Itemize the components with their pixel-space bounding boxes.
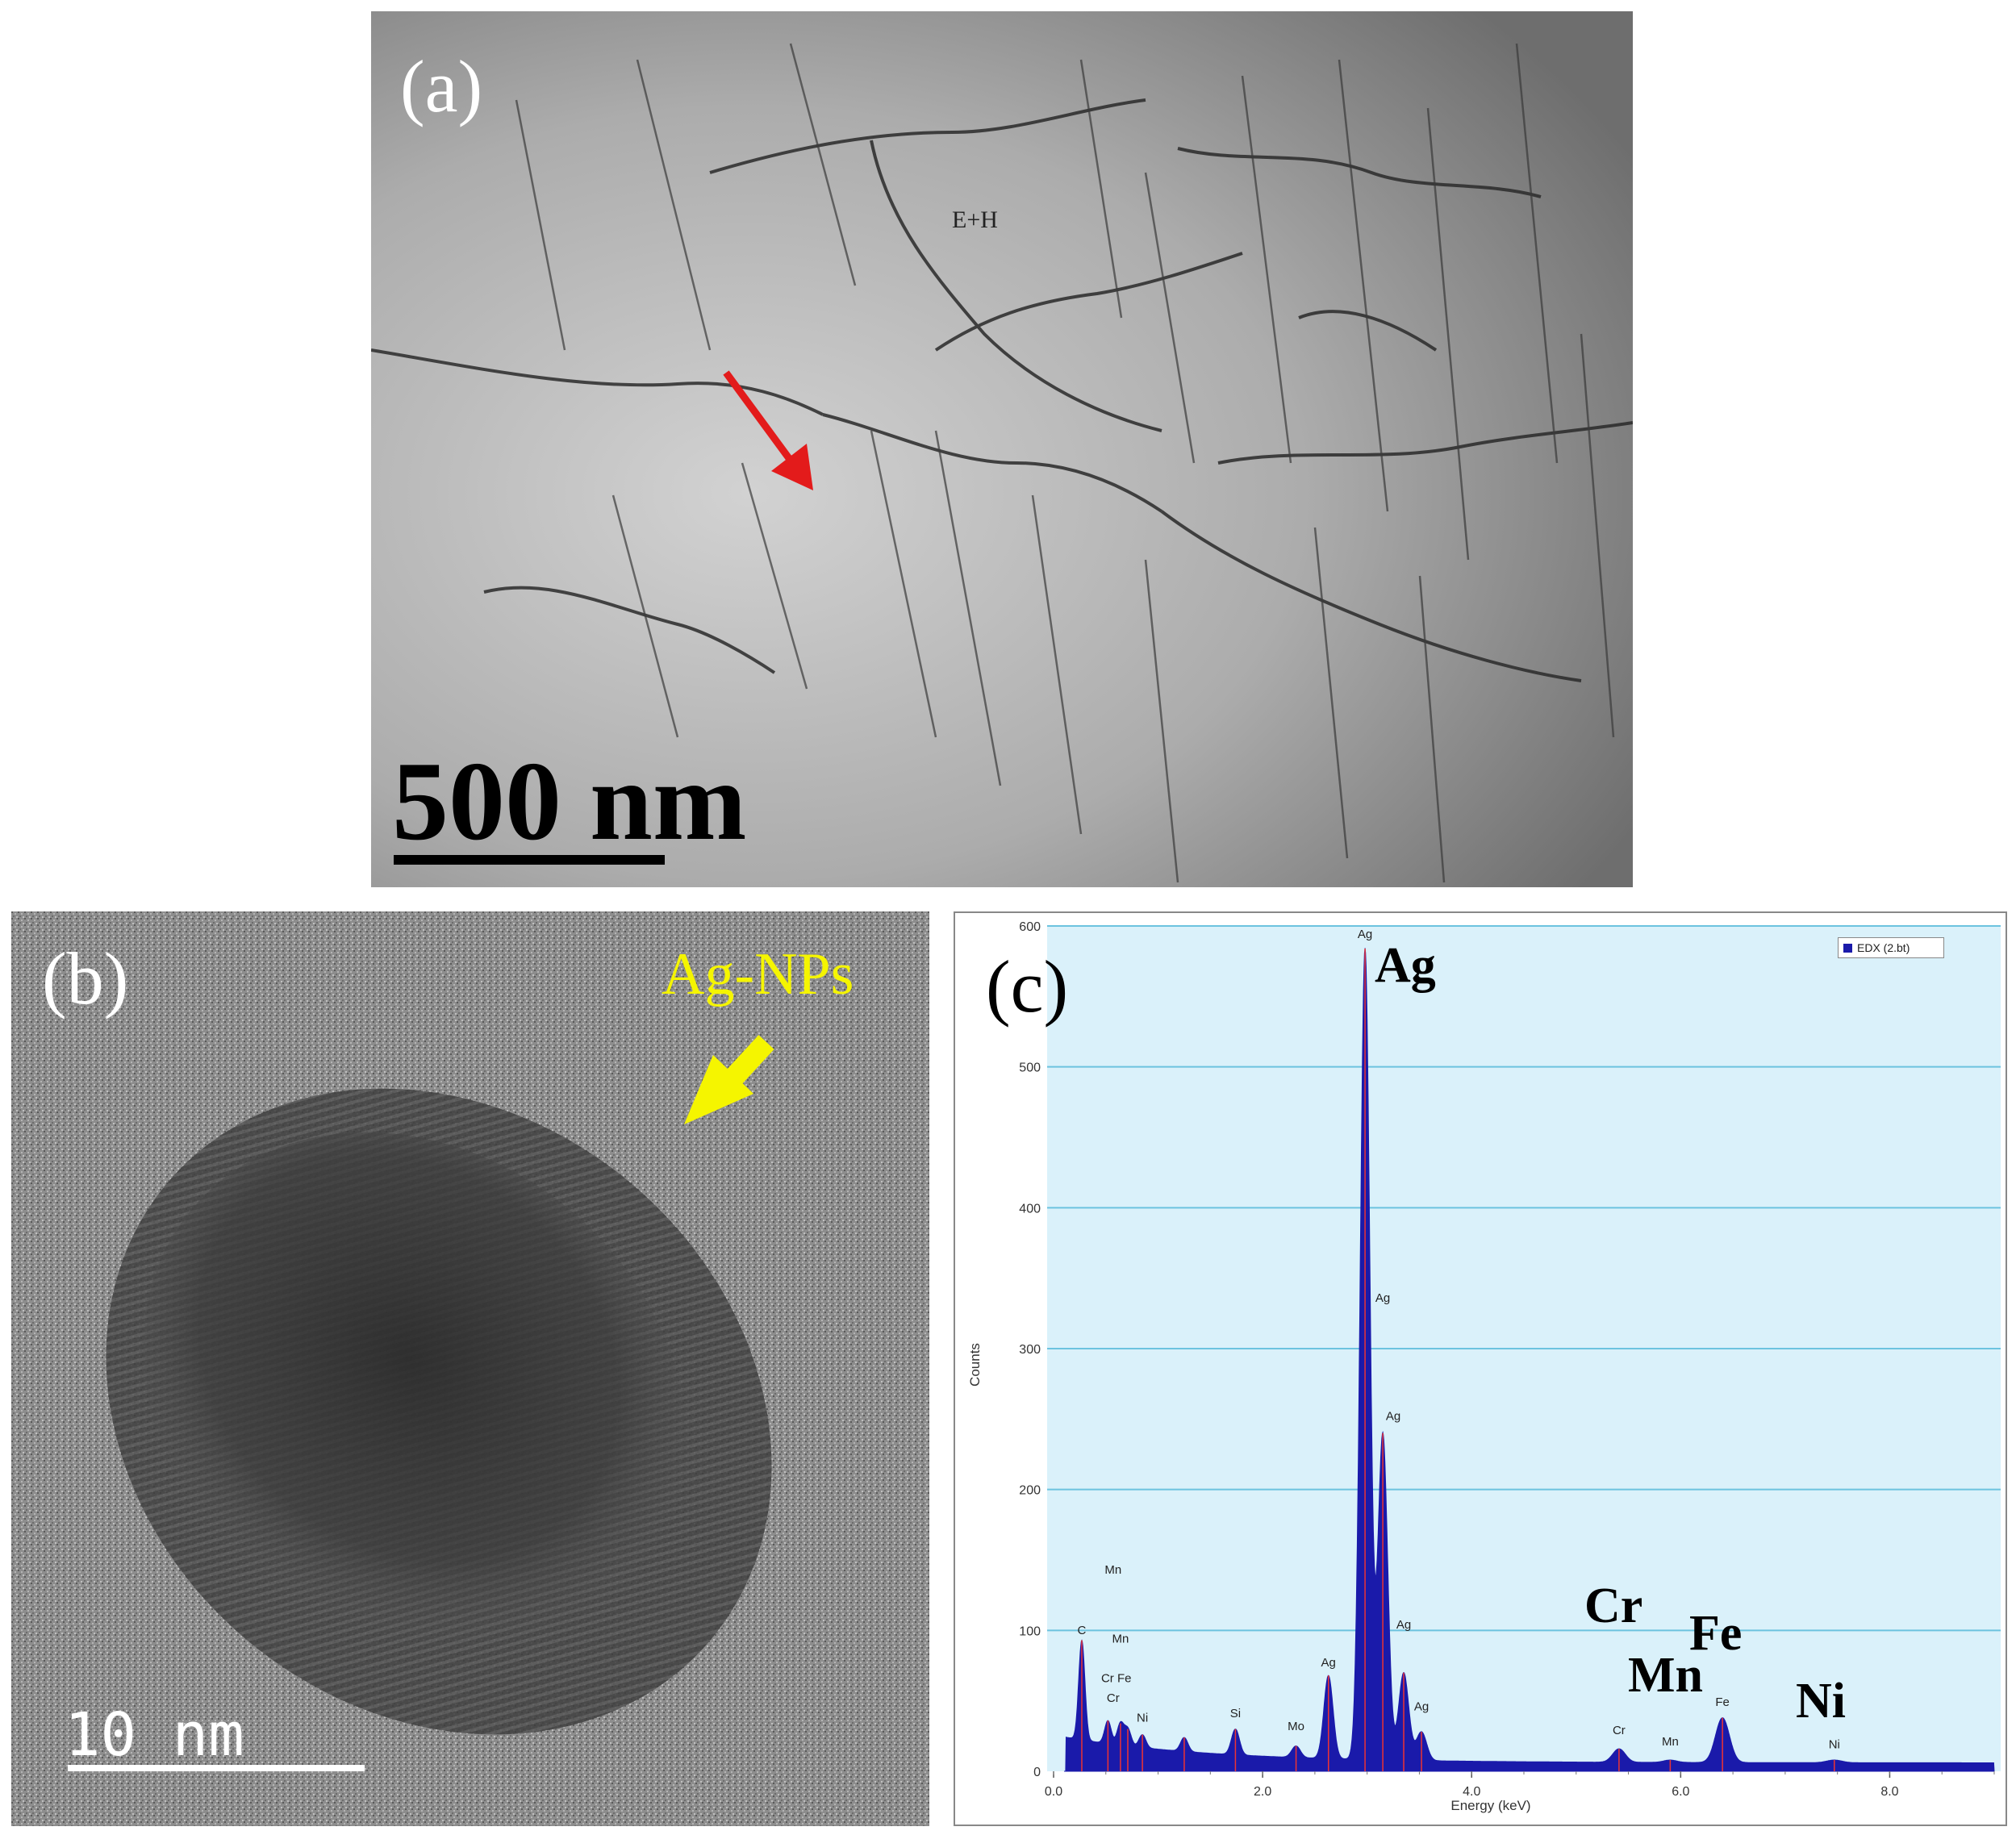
peak-label: Ag [1386,1410,1400,1424]
big-label-ni: Ni [1796,1674,1846,1729]
peak-label: Cr Fe [1101,1671,1132,1685]
peak-label: Ag [1414,1699,1429,1713]
y-tick-label: 0 [1033,1766,1041,1779]
peak-label: Ag [1358,928,1372,941]
grid [1047,925,2001,1632]
y-axis-label: Counts [967,1343,983,1387]
peak-label: Ag [1321,1656,1336,1670]
x-tick-label: 0.0 [1045,1785,1062,1799]
peak-label: Si [1230,1707,1241,1720]
peak-label: Ni [1829,1738,1840,1752]
x-tick-label: 6.0 [1672,1785,1689,1799]
spectrum-area [1063,948,1995,1772]
tem-micrograph-a: (a) E+H 500 nm [371,11,1633,887]
micrograph-a-image [371,11,1633,887]
scale-bar-b [68,1765,365,1771]
peak-label: Mn [1662,1735,1679,1749]
y-ticks: 0 100 200 300 400 500 600 [1019,920,1041,1779]
peak-label: Fe [1715,1695,1730,1709]
spectrum [1063,948,1995,1772]
legend: EDX (2.bt) [1838,937,1944,958]
legend-swatch [1843,943,1852,953]
x-axis-label: Energy (keV) [1450,1798,1530,1813]
edx-chart: 0 100 200 300 400 500 600 0.0 2.0 4.0 6.0 8.0 C Mn M… [967,920,2001,1813]
red-arrow-head [771,444,813,490]
annotation-e-h: E+H [952,206,998,233]
edx-spectrum-c: 0 100 200 300 400 500 600 0.0 2.0 4.0 6.0 8.0 C Mn M… [954,911,2007,1826]
hrtem-micrograph-b: (b) Ag-NPs 10 nm [11,911,929,1826]
x-ticks: 0.0 2.0 4.0 6.0 8.0 [1045,1771,1995,1799]
nanoparticle-core [143,1132,687,1659]
annotation-ag-nps: Ag-NPs [662,941,854,1007]
peak-label: Cr [1613,1724,1626,1737]
peak-label: Ag [1375,1291,1390,1305]
x-tick-label: 2.0 [1254,1785,1271,1799]
x-tick-label: 8.0 [1880,1785,1898,1799]
peak-label: Mo [1288,1720,1304,1733]
y-tick-label: 300 [1019,1343,1041,1357]
x-tick-label: 4.0 [1463,1785,1480,1799]
peak-label: Ag [1396,1618,1411,1632]
panel-b-label: (b) [42,937,129,1020]
y-tick-label: 400 [1019,1202,1041,1216]
panel-a-label: (a) [400,45,483,127]
big-label-mn: Mn [1628,1648,1703,1703]
micrograph-b-image [11,911,929,1826]
yellow-arrow-head [684,1055,753,1124]
y-tick-label: 200 [1019,1484,1041,1498]
peak-label: Ni [1137,1711,1148,1724]
legend-entry: EDX (2.bt) [1857,941,1910,954]
peak-label: C [1078,1624,1087,1637]
y-tick-label: 100 [1019,1624,1041,1638]
scale-bar-label-b: 10 nm [65,1700,244,1770]
y-tick-label: 500 [1019,1061,1041,1075]
peak-label: Mn [1112,1633,1129,1646]
peak-label: Mn [1104,1563,1121,1577]
big-label-cr: Cr [1584,1579,1643,1633]
y-tick-label: 600 [1019,920,1041,934]
panel-c-label: (c) [986,945,1069,1028]
scale-bar-a [394,855,665,865]
scale-bar-label-a: 500 nm [392,739,747,864]
big-label-ag: Ag [1375,938,1436,993]
big-label-fe: Fe [1689,1606,1743,1661]
peak-label: Cr [1107,1691,1120,1705]
